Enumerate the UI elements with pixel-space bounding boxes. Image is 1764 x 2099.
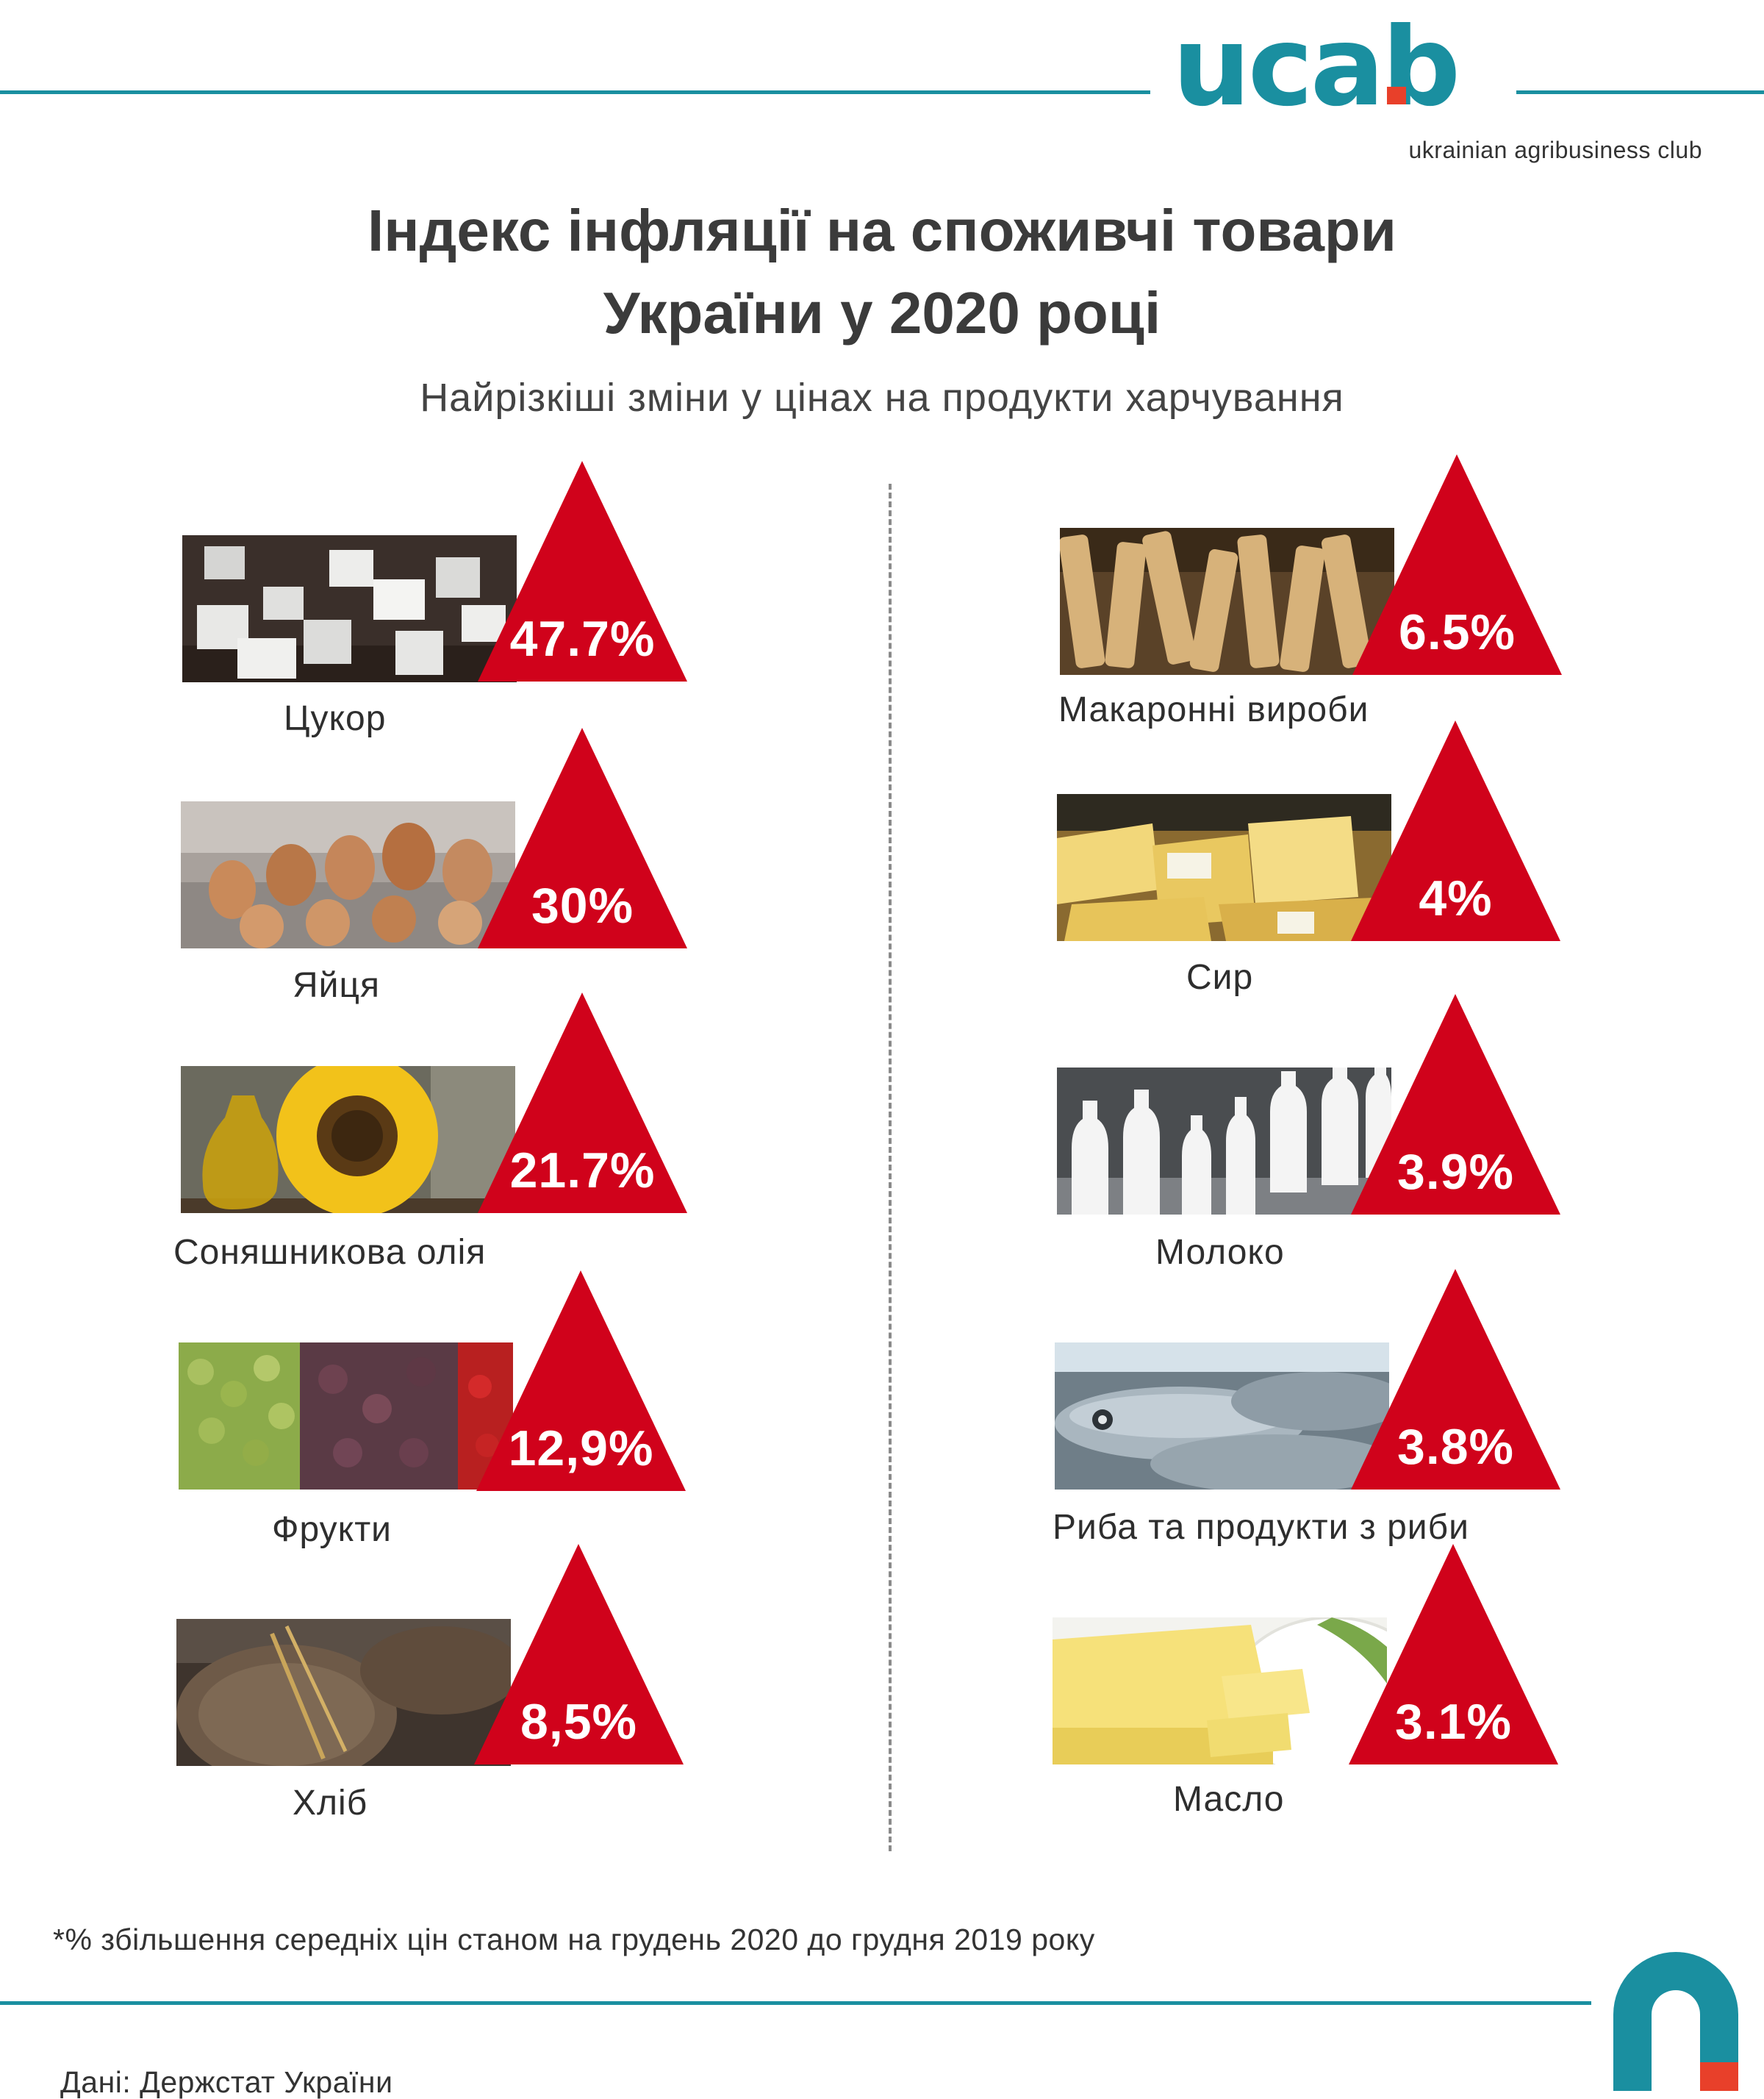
header-rule-right: [1516, 90, 1764, 94]
sugar-value-label: 47.7%: [509, 611, 656, 667]
pasta-label: Макаронні вироби: [1058, 690, 1369, 729]
sugar-photo: [182, 535, 517, 682]
logo-tagline: ukrainian agribusiness club: [1408, 137, 1702, 163]
fruits-photo: [179, 1342, 513, 1490]
sunflower-oil-photo: [181, 1066, 515, 1213]
footer-rule: [0, 2001, 1591, 2005]
eggs-photo: [181, 801, 515, 948]
increase-marker: 4%: [1351, 720, 1560, 941]
milk-photo: [1057, 1068, 1391, 1215]
footnote: *% збільшення середніх цін станом на гру…: [53, 1923, 1095, 1956]
butter-value-label: 3.1%: [1395, 1694, 1512, 1750]
increase-marker: 3.8%: [1351, 1269, 1560, 1490]
butter-photo: [1053, 1617, 1387, 1764]
cheese-photo: [1057, 794, 1391, 941]
cheese-label: Сир: [1186, 958, 1254, 997]
ucab-mark-icon: [1613, 1952, 1738, 2091]
increase-marker: 3.1%: [1349, 1544, 1558, 1764]
header-rule-left: [0, 90, 1150, 94]
bread-value-label: 8,5%: [520, 1694, 637, 1750]
fish-photo: [1055, 1342, 1389, 1490]
increase-marker: 3.9%: [1351, 994, 1560, 1215]
svg-text:ucab: ucab: [1172, 22, 1458, 114]
sunflower-oil-label: Соняшникова олія: [173, 1233, 487, 1272]
milk-label: Молоко: [1155, 1233, 1285, 1272]
eggs-label: Яйця: [293, 966, 380, 1005]
fish-value-label: 3.8%: [1397, 1419, 1514, 1475]
increase-marker: 30%: [478, 728, 687, 948]
fruits-label: Фрукти: [272, 1510, 392, 1549]
title-line-2: України у 2020 році: [603, 280, 1161, 346]
increase-marker: 47.7%: [478, 461, 687, 682]
milk-value-label: 3.9%: [1397, 1144, 1514, 1200]
page-subtitle: Найрізкіші зміни у цінах на продукти хар…: [420, 376, 1344, 420]
fish-label: Риба та продукти з риби: [1053, 1508, 1469, 1547]
eggs-value-label: 30%: [531, 878, 634, 934]
ucab-logo: ucab: [1172, 22, 1460, 114]
sugar-label: Цукор: [284, 699, 387, 738]
increase-marker: 12,9%: [476, 1270, 686, 1491]
increase-marker: 21.7%: [478, 993, 687, 1213]
page-title: Індекс інфляції на споживчі товари Украї…: [0, 190, 1764, 354]
butter-label: Масло: [1173, 1780, 1285, 1819]
pasta-value-label: 6.5%: [1399, 604, 1516, 660]
increase-marker: 8,5%: [474, 1544, 684, 1764]
bread-label: Хліб: [293, 1784, 368, 1823]
title-line-1: Індекс інфляції на споживчі товари: [368, 198, 1396, 263]
pasta-photo: [1060, 528, 1394, 675]
bread-photo: [176, 1619, 511, 1766]
logo-accent-square: [1387, 87, 1406, 104]
sunflower-oil-value-label: 21.7%: [509, 1143, 656, 1198]
cheese-value-label: 4%: [1419, 870, 1493, 926]
increase-marker: 6.5%: [1352, 454, 1562, 675]
data-source: Дані: Держстат України: [60, 2065, 393, 2099]
column-divider: [889, 484, 892, 1851]
fruits-value-label: 12,9%: [508, 1420, 654, 1476]
